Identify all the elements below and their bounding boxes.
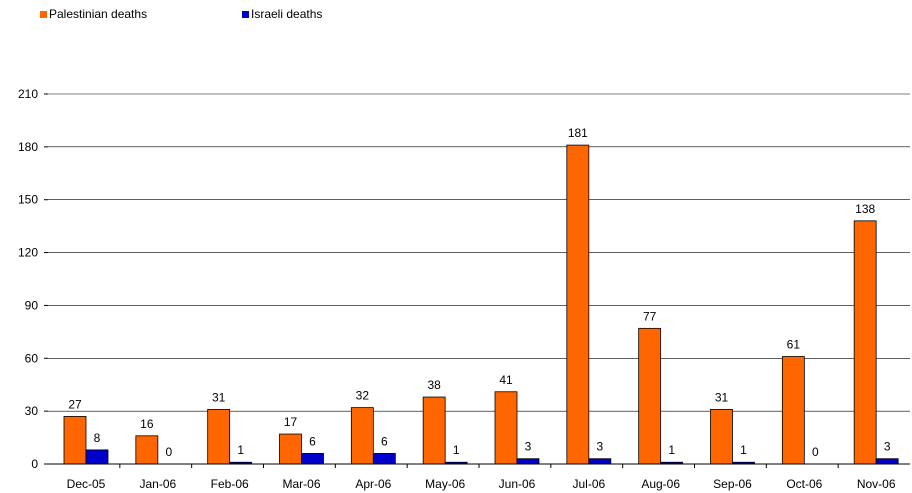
bar-palestinian [853,220,877,465]
data-label-israeli: 3 [525,440,532,454]
data-label-israeli: 1 [740,443,747,457]
x-tick-label: Feb-06 [211,477,249,491]
x-axis-ticks: Dec-05 Jan-06 Feb-06 Mar-06 Apr-06 May-06 Jun-… [67,464,896,491]
bar-palestinian [638,327,662,465]
y-axis-ticks: 0 30 60 90 120 150 180 210 [18,87,38,471]
x-tick-label: May-06 [425,477,465,491]
x-tick-label: Sep-06 [713,477,752,491]
y-tick-label: 180 [18,140,38,154]
data-label-palestinian: 31 [715,390,729,404]
legend-swatch-palestinian [40,11,47,18]
x-tick-label: Apr-06 [355,477,391,491]
legend: Palestinian deaths Israeli deaths [40,7,322,21]
data-label-israeli: 1 [453,443,460,457]
x-tick-label: Nov-06 [857,477,896,491]
data-label-israeli: 0 [165,445,172,459]
y-tick-label: 210 [18,87,38,101]
y-tick-label: 90 [25,298,39,312]
data-label-palestinian: 17 [284,415,298,429]
x-tick-label: Jul-06 [572,477,605,491]
bar-israeli [85,449,109,465]
legend-label-israeli: Israeli deaths [251,7,322,21]
data-label-israeli: 3 [884,440,891,454]
bar-israeli [301,453,324,465]
data-label-palestinian: 27 [68,397,82,411]
bar-palestinian [350,407,374,465]
data-label-israeli: 1 [237,443,244,457]
legend-swatch-israeli [242,11,249,18]
bar-palestinian [566,144,590,465]
bar-palestinian [710,408,733,465]
bar-palestinian [494,391,518,465]
data-labels: 27 8 16 0 31 1 17 6 32 6 38 1 41 3 181 3 77 1 31 1 61 0 138 3 [68,126,891,459]
data-label-palestinian: 32 [356,389,370,403]
x-tick-label: Aug-06 [641,477,680,491]
x-tick-label: Dec-05 [67,477,106,491]
data-label-palestinian: 38 [427,378,441,392]
data-label-palestinian: 41 [499,373,513,387]
y-tick-label: 120 [18,246,38,260]
data-label-israeli: 0 [812,445,819,459]
y-tick-label: 60 [25,351,39,365]
bars [63,144,899,465]
bar-israeli [588,458,612,465]
data-label-palestinian: 31 [212,390,226,404]
data-label-israeli: 1 [668,443,675,457]
bar-palestinian [135,435,159,465]
data-label-israeli: 6 [309,434,316,448]
data-label-palestinian: 138 [855,202,875,216]
data-label-israeli: 3 [596,440,603,454]
data-label-palestinian: 61 [787,338,801,352]
x-tick-label: Mar-06 [282,477,320,491]
bar-israeli [372,453,396,465]
x-tick-label: Jun-06 [499,477,536,491]
legend-label-palestinian: Palestinian deaths [49,7,147,21]
y-tick-label: 150 [18,193,38,207]
data-label-israeli: 8 [94,431,101,445]
data-label-palestinian: 77 [643,309,657,323]
bar-palestinian [207,408,231,465]
bar-palestinian [63,416,87,465]
bar-palestinian [422,396,446,465]
bar-palestinian [781,356,805,465]
data-label-palestinian: 16 [140,417,154,431]
data-label-israeli: 6 [381,434,388,448]
bar-israeli [516,458,540,465]
bar-israeli [875,458,899,465]
gridlines [44,93,910,465]
bar-palestinian [279,433,302,465]
y-tick-label: 0 [31,457,38,471]
data-label-palestinian: 181 [568,126,588,140]
x-tick-label: Oct-06 [786,477,822,491]
y-tick-label: 30 [25,404,39,418]
x-tick-label: Jan-06 [139,477,176,491]
